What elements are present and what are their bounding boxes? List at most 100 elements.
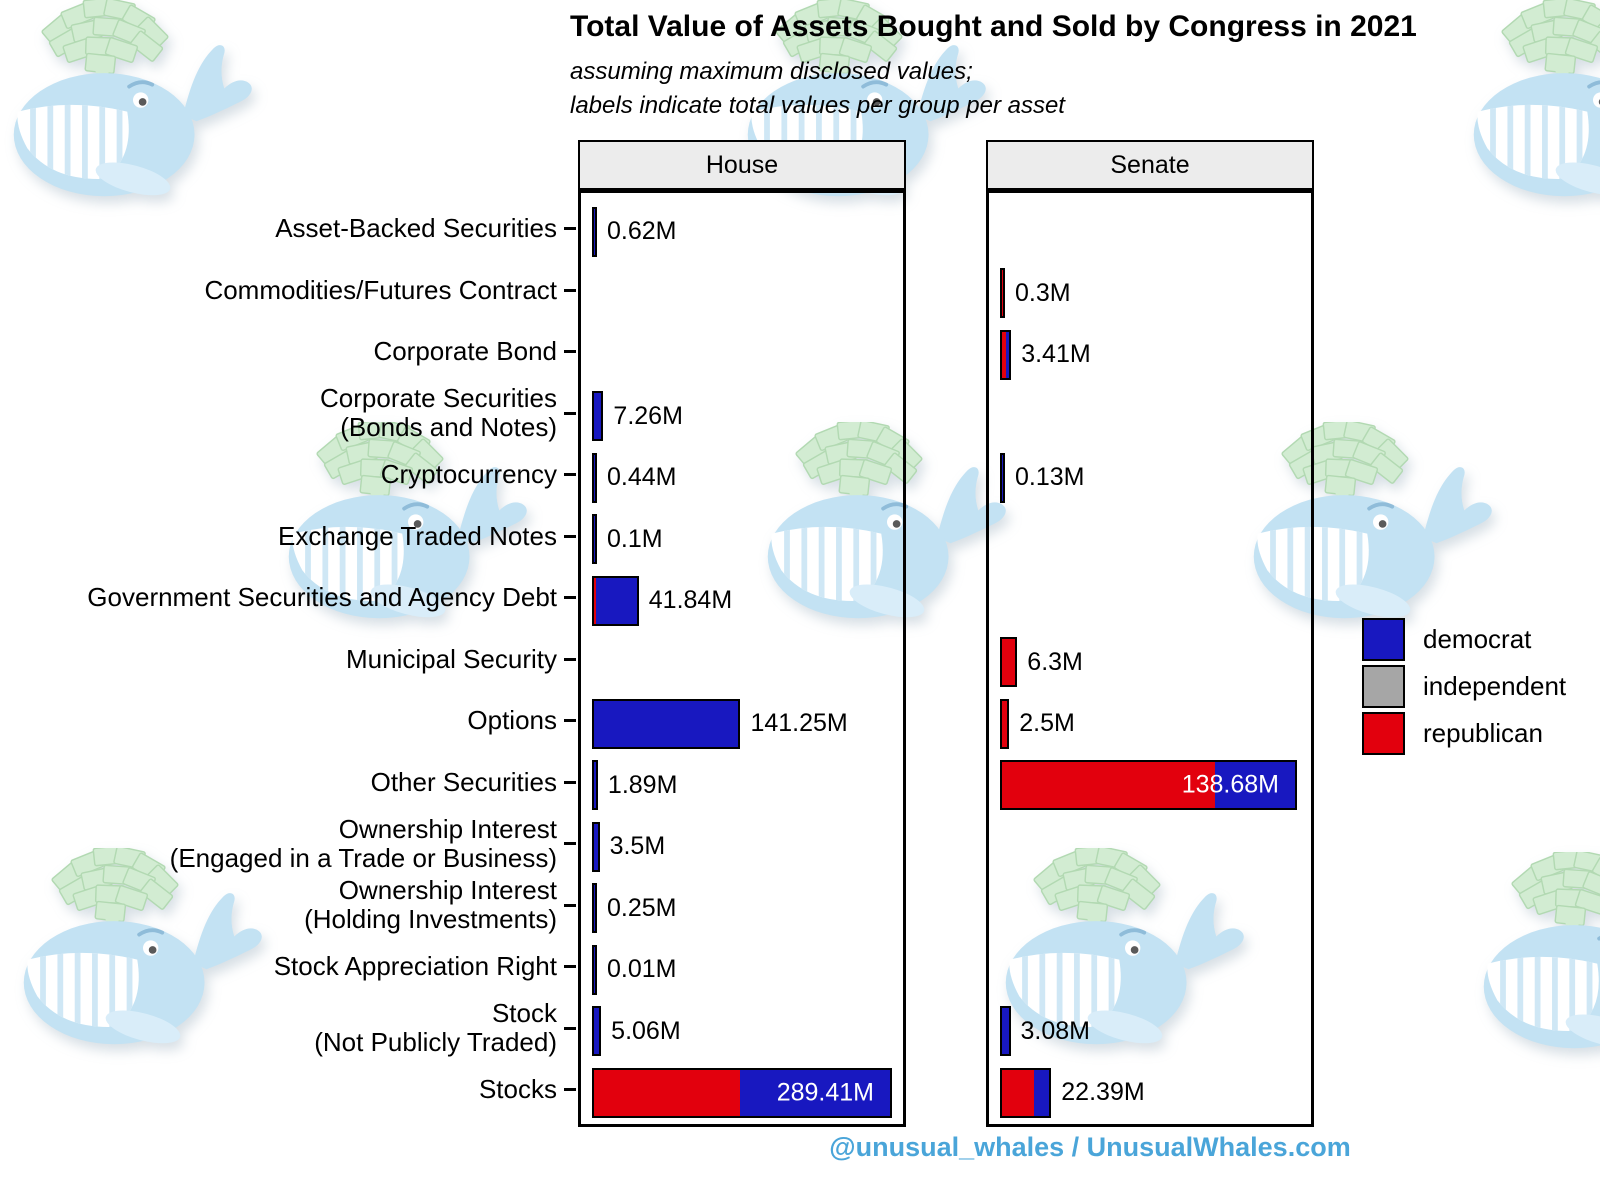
category-label-line: Government Securities and Agency Debt xyxy=(87,582,557,613)
category-label: Corporate Securities (Bonds and Notes) xyxy=(320,384,557,442)
category-label: Commodities/Futures Contract xyxy=(204,275,557,305)
bar-row-commodities-futures-contract: 0.3M xyxy=(989,263,1311,325)
value-label: 138.68M xyxy=(1181,770,1279,799)
stacked-bar-options xyxy=(1000,698,1010,749)
category-label: Government Securities and Agency Debt xyxy=(87,583,557,612)
legend-label-republican: republican xyxy=(1423,718,1543,748)
independent-color-swatch xyxy=(1362,665,1405,708)
value-label: 2.5M xyxy=(1019,709,1075,738)
category-label-line: Corporate Bond xyxy=(373,336,557,367)
bar-row-ownership-interest-holding-investments xyxy=(989,878,1311,940)
whale-watermark xyxy=(1484,850,1600,1054)
category-label-line: Stock Appreciation Right xyxy=(273,951,557,982)
bar-row-cryptocurrency: 0.13M xyxy=(989,447,1311,509)
panel-header-senate: Senate xyxy=(986,140,1314,190)
legend: democrat independent republican xyxy=(1362,616,1566,757)
axis-tick xyxy=(564,1088,576,1092)
category-axis: Asset-Backed Securities Commodities/Futur… xyxy=(0,190,576,1121)
democrat-segment xyxy=(1033,1069,1050,1116)
democrat-segment xyxy=(595,577,637,624)
whale-watermark xyxy=(14,0,252,202)
bar-row-government-securities-and-agency-debt xyxy=(989,570,1311,632)
axis-row-government-securities-and-agency-debt: Government Securities and Agency Debt xyxy=(0,567,576,629)
democrat-segment xyxy=(740,1069,890,1116)
bar-row-stocks: 22.39M xyxy=(989,1062,1311,1124)
category-label: Cryptocurrency xyxy=(381,460,557,489)
stacked-bar-stocks xyxy=(1000,1067,1052,1118)
republican-color-swatch xyxy=(1362,712,1405,755)
stacked-bar-government-securities-and-agency-debt xyxy=(592,575,639,626)
stacked-bar-stock-not-publicly-traded xyxy=(1000,1006,1011,1057)
bar-row-stock-appreciation-right: 0.01M xyxy=(581,939,903,1001)
chart-subtitle-line1: assuming maximum disclosed values; xyxy=(570,58,973,85)
bar-row-ownership-interest-holding-investments: 0.25M xyxy=(581,878,903,940)
stacked-bar-corporate-securities-bonds-and-notes xyxy=(592,391,604,442)
axis-tick xyxy=(564,1026,576,1030)
category-label: Other Securities xyxy=(370,766,557,797)
value-label: 6.3M xyxy=(1027,647,1083,676)
stacked-bar-other-securities: 138.68M xyxy=(1000,760,1297,811)
axis-row-exchange-traded-notes: Exchange Traded Notes xyxy=(0,506,576,568)
axis-row-municipal-security: Municipal Security xyxy=(0,629,576,691)
democrat-segment xyxy=(1215,762,1295,809)
democrat-segment xyxy=(594,823,598,870)
axis-row-corporate-securities-bonds-and-notes: Corporate Securities (Bonds and Notes) xyxy=(0,383,576,445)
bar-row-options: 2.5M xyxy=(989,693,1311,755)
democrat-segment xyxy=(594,762,596,809)
stacked-bar-ownership-interest-engaged-in-a-trade-or-business xyxy=(592,821,600,872)
axis-row-asset-backed-securities: Asset-Backed Securities xyxy=(0,198,576,260)
axis-tick xyxy=(564,411,576,415)
bar-row-commodities-futures-contract xyxy=(581,263,903,325)
category-label: Exchange Traded Notes xyxy=(278,521,557,551)
category-label: Asset-Backed Securities xyxy=(275,214,557,243)
bar-row-cryptocurrency: 0.44M xyxy=(581,447,903,509)
axis-row-options: Options xyxy=(0,690,576,752)
category-label-line: (Not Publicly Traded) xyxy=(314,1027,557,1058)
axis-tick xyxy=(564,473,576,477)
value-label: 0.44M xyxy=(607,463,677,492)
axis-tick xyxy=(564,903,576,907)
republican-segment xyxy=(1002,639,1016,686)
axis-row-ownership-interest-holding-investments: Ownership Interest (Holding Investments) xyxy=(0,875,576,937)
whale-watermark xyxy=(1474,0,1600,202)
bar-row-stock-not-publicly-traded: 3.08M xyxy=(989,1001,1311,1063)
axis-tick xyxy=(564,657,576,661)
category-label-line: Ownership Interest xyxy=(338,875,557,906)
bar-row-ownership-interest-engaged-in-a-trade-or-business: 3.5M xyxy=(581,816,903,878)
legend-item-independent: independent xyxy=(1362,663,1566,710)
stacked-bar-corporate-bond xyxy=(1000,329,1012,380)
category-label: Ownership Interest (Holding Investments) xyxy=(304,876,557,934)
axis-row-corporate-bond: Corporate Bond xyxy=(0,321,576,383)
legend-item-democrat: democrat xyxy=(1362,616,1566,663)
watermark-credit: @unusual_whales / UnusualWhales.com xyxy=(829,1132,1351,1162)
axis-tick xyxy=(564,719,576,723)
axis-tick xyxy=(564,227,576,231)
category-label-line: (Bonds and Notes) xyxy=(340,412,557,443)
democrat-segment xyxy=(594,393,602,440)
stacked-bar-asset-backed-securities xyxy=(592,206,597,257)
democrat-segment xyxy=(594,208,595,255)
category-label-line: Other Securities xyxy=(370,766,557,797)
bar-row-municipal-security xyxy=(581,632,903,694)
axis-row-stock-appreciation-right: Stock Appreciation Right xyxy=(0,936,576,998)
bar-row-other-securities: 138.68M xyxy=(989,755,1311,817)
value-label: 1.89M xyxy=(607,770,678,799)
axis-row-cryptocurrency: Cryptocurrency xyxy=(0,444,576,506)
legend-item-republican: republican xyxy=(1362,710,1566,757)
democrat-segment xyxy=(1006,331,1010,378)
bar-row-exchange-traded-notes: 0.1M xyxy=(581,509,903,571)
republican-segment xyxy=(1002,1069,1034,1116)
category-label: Stock (Not Publicly Traded) xyxy=(314,999,557,1057)
house-panel: 0.62M 7.26M 0.44M 0.1M 41.84M 141.25M 1.89M 3.5… xyxy=(578,190,906,1127)
panel-header-house-label: House xyxy=(705,150,779,179)
axis-tick xyxy=(564,534,576,538)
value-label: 0.1M xyxy=(607,524,663,553)
chart-subtitle-line2: labels indicate total values per group p… xyxy=(570,92,1065,119)
bar-row-municipal-security: 6.3M xyxy=(989,632,1311,694)
republican-segment xyxy=(594,577,596,624)
democrat-color-swatch xyxy=(1362,618,1405,661)
axis-tick xyxy=(564,350,576,354)
panel-header-senate-label: Senate xyxy=(1110,150,1190,179)
category-label-line: Cryptocurrency xyxy=(380,459,557,490)
